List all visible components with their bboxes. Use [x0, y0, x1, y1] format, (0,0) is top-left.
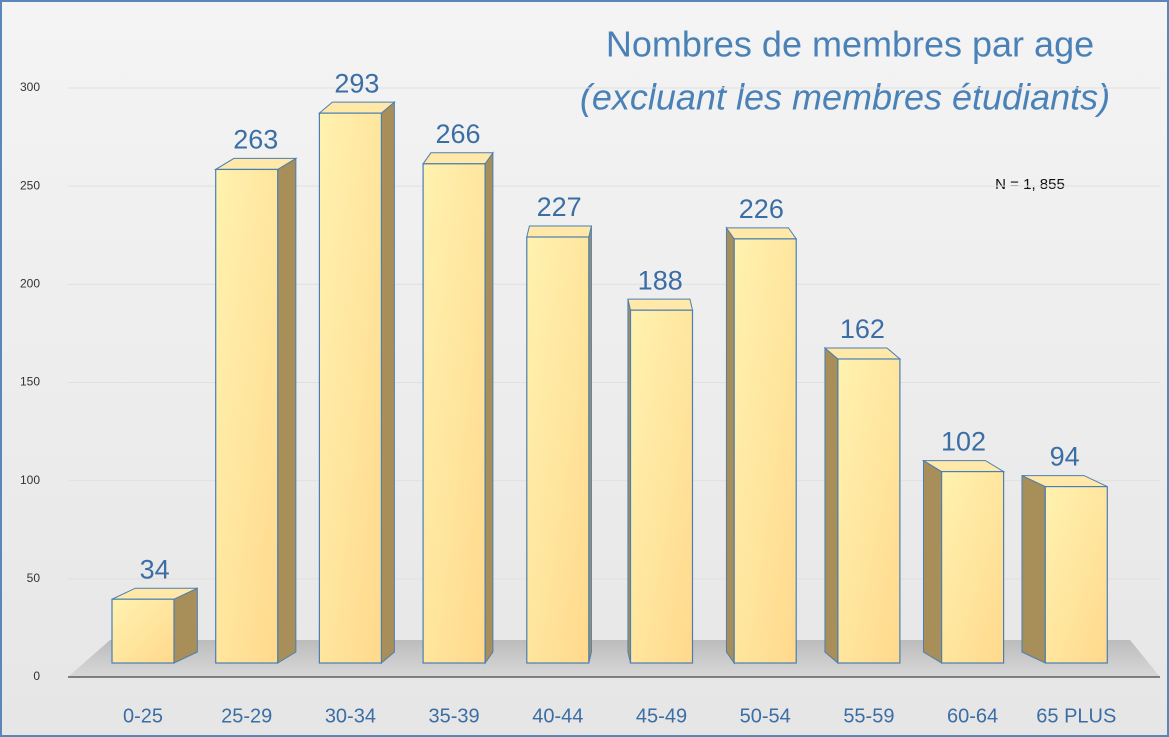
bar-top [823, 347, 902, 360]
bar [526, 236, 590, 664]
bar [940, 470, 1005, 664]
bar [215, 168, 279, 664]
y-tick-label: 150 [20, 375, 40, 389]
bar [837, 358, 901, 664]
annotation: N = 1, 855 [995, 176, 1065, 193]
x-tick-label: 45-49 [636, 705, 687, 727]
y-tick-label: 50 [27, 571, 41, 585]
bar-side [922, 459, 943, 664]
bar-side [484, 151, 494, 665]
bar-top [318, 101, 396, 114]
y-tick-label: 0 [33, 669, 40, 683]
y-tick-label: 250 [20, 178, 40, 192]
bar-side [173, 587, 198, 664]
chart-subtitle: (excluant les membres étudiants) [580, 77, 1110, 118]
x-tick-label: 25-29 [221, 705, 272, 727]
x-tick-label: 40-44 [532, 705, 583, 727]
bar-side [1021, 474, 1046, 664]
bar-side [380, 101, 395, 665]
data-label: 263 [233, 125, 278, 155]
x-tick-label: 55-59 [843, 705, 894, 727]
bar-top [526, 225, 593, 238]
bar [318, 112, 382, 664]
bar-side [277, 157, 297, 664]
data-label: 188 [638, 265, 683, 295]
bar-top [422, 152, 494, 165]
bar-side [725, 226, 735, 665]
data-label: 162 [840, 314, 885, 344]
bar-top [725, 227, 798, 240]
data-label: 102 [941, 427, 986, 457]
y-tick-label: 300 [20, 80, 40, 94]
bar [733, 238, 797, 664]
bar-top [627, 298, 694, 311]
bar [629, 309, 694, 664]
x-tick-label: 50-54 [740, 705, 791, 727]
data-label: 266 [435, 119, 480, 149]
chart-title: Nombres de membres par age [606, 24, 1094, 65]
bar [1044, 485, 1108, 664]
bar [422, 163, 486, 664]
data-label: 227 [537, 192, 582, 222]
data-label: 226 [739, 194, 784, 224]
bar [111, 598, 175, 664]
data-label: 94 [1050, 442, 1080, 472]
x-tick-label: 65 PLUS [1036, 705, 1116, 727]
x-tick-label: 30-34 [325, 705, 376, 727]
x-tick-label: 35-39 [429, 705, 480, 727]
data-label: 34 [140, 554, 170, 584]
y-tick-label: 200 [20, 277, 40, 291]
bar-side [824, 346, 839, 665]
y-tick-label: 100 [20, 473, 40, 487]
x-tick-label: 60-64 [947, 705, 998, 727]
x-tick-label: 0-25 [123, 705, 163, 727]
data-label: 293 [334, 68, 379, 98]
